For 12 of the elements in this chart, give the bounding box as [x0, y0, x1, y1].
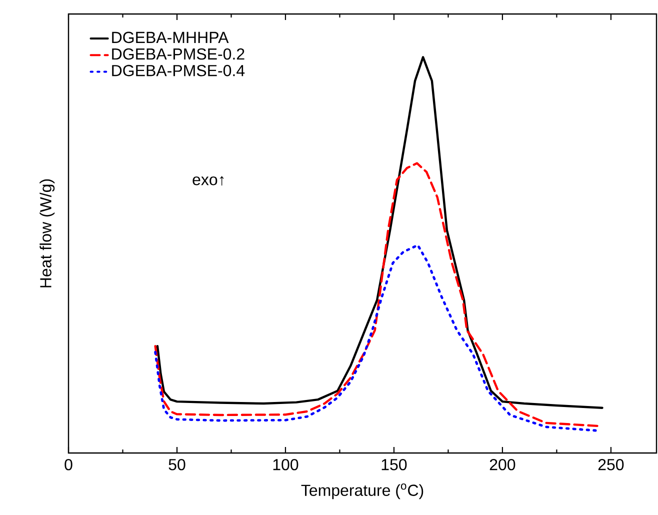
x-tick-label: 250	[598, 458, 624, 470]
x-tick-label: 150	[382, 458, 407, 470]
x-tick-label: 100	[273, 458, 298, 470]
x-tick-label: 200	[490, 458, 516, 470]
legend-label: DGEBA-PMSE-0.2	[112, 48, 244, 60]
legend-label: DGEBA-PMSE-0.4	[112, 64, 245, 76]
y-axis-title: Heat flow (W/g)	[40, 179, 55, 288]
x-tick-label: 50	[168, 458, 186, 470]
legend-label: DGEBA-MHHPA	[112, 32, 229, 44]
x-axis-title: Temperature ($^{o}$C)	[301, 484, 424, 500]
annotation: exo↑	[192, 176, 224, 186]
x-tick-label: 0	[64, 458, 72, 470]
